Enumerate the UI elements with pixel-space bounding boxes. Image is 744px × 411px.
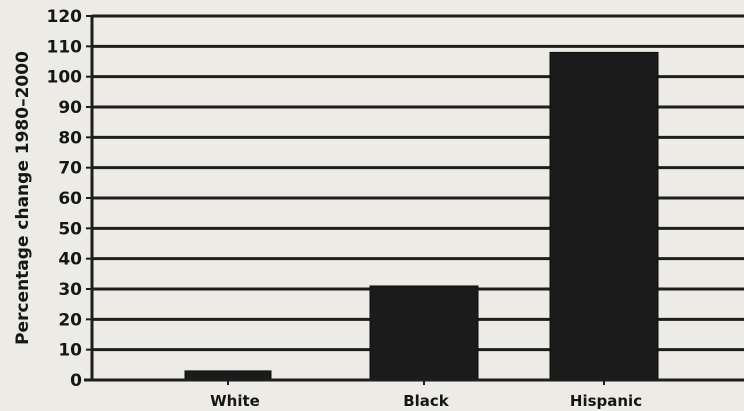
y-tick-label: 30 (58, 280, 82, 300)
x-tick-labels: White Black Hispanic (210, 380, 642, 410)
y-tick-label: 90 (58, 98, 82, 118)
bar-hispanic (549, 51, 659, 381)
x-tick-label-black: Black (403, 392, 450, 410)
y-tick-label: 40 (58, 250, 82, 270)
x-tick-label-hispanic: Hispanic (570, 392, 642, 410)
y-tick-label: 50 (58, 219, 82, 239)
y-tick-label: 0 (70, 371, 82, 391)
bars (184, 51, 659, 381)
y-tick-label: 10 (58, 341, 82, 361)
y-tick-label: 70 (58, 159, 82, 179)
y-tick-label: 120 (47, 7, 83, 27)
y-tick-label: 100 (47, 68, 83, 88)
y-tick-label: 20 (58, 310, 82, 330)
x-tick-label-white: White (210, 392, 260, 410)
y-tick-label: 80 (58, 128, 82, 148)
y-tick-labels: 0 10 20 30 40 50 60 70 80 90 100 110 120 (47, 7, 92, 391)
y-axis-label: Percentage change 1980–2000 (13, 51, 33, 345)
y-tick-label: 110 (47, 37, 83, 57)
bar-black (369, 285, 479, 381)
y-tick-label: 60 (58, 189, 82, 209)
